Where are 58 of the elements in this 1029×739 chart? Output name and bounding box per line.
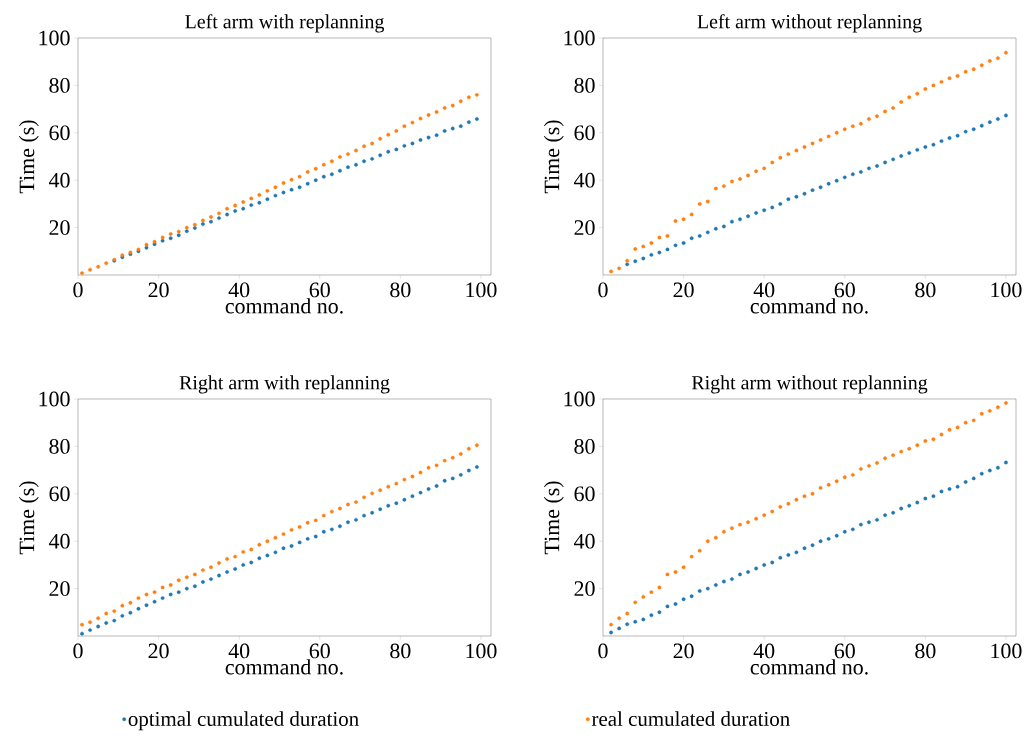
y-tick-label: 60 bbox=[49, 486, 70, 502]
x-axis-title: command no. bbox=[750, 659, 868, 675]
x-tick-label: 80 bbox=[915, 643, 936, 659]
y-tick-label: 20 bbox=[49, 581, 70, 596]
y-tick-label: 40 bbox=[573, 533, 595, 549]
chart-title: Left arm without replanning bbox=[697, 14, 922, 33]
chart-title: Right arm without replanning bbox=[691, 375, 928, 394]
chart-title: Right arm with replanning bbox=[179, 375, 390, 394]
x-tick-label: 20 bbox=[673, 643, 694, 659]
y-tick-label: 20 bbox=[49, 220, 70, 235]
x-tick-label: 100 bbox=[991, 282, 1022, 298]
y-tick-label: 20 bbox=[574, 220, 595, 235]
y-tick-label: 100 bbox=[39, 391, 70, 407]
legend-label: real cumulated duration bbox=[591, 711, 790, 727]
x-tick-label: 40 bbox=[753, 643, 775, 659]
x-tick-label: 20 bbox=[673, 282, 694, 298]
x-tick-label: 40 bbox=[753, 282, 775, 298]
chart-title: Left arm with replanning bbox=[185, 14, 385, 33]
x-tick-label: 0 bbox=[73, 282, 83, 298]
y-tick-label: 80 bbox=[49, 439, 70, 454]
y-tick-label: 40 bbox=[48, 172, 70, 188]
x-axis-title: command no. bbox=[750, 298, 868, 314]
y-tick-label: 80 bbox=[574, 78, 595, 93]
x-tick-label: 80 bbox=[915, 282, 936, 298]
x-tick-label: 80 bbox=[390, 282, 411, 298]
x-tick-label: 100 bbox=[466, 282, 497, 298]
y-tick-label: 80 bbox=[49, 78, 70, 93]
y-axis-title: Time (s) bbox=[543, 481, 564, 555]
x-tick-label: 60 bbox=[834, 282, 855, 298]
y-tick-label: 40 bbox=[48, 533, 70, 549]
x-tick-label: 0 bbox=[73, 643, 83, 659]
y-tick-label: 100 bbox=[564, 391, 595, 407]
y-tick-label: 80 bbox=[574, 439, 595, 454]
x-tick-label: 0 bbox=[598, 282, 608, 298]
x-tick-label: 40 bbox=[228, 643, 250, 659]
y-axis-title: Time (s) bbox=[18, 120, 39, 194]
y-axis-title: Time (s) bbox=[18, 481, 39, 555]
y-tick-label: 60 bbox=[574, 486, 595, 502]
y-tick-label: 100 bbox=[39, 30, 70, 46]
x-tick-label: 20 bbox=[148, 282, 169, 298]
x-tick-label: 100 bbox=[991, 643, 1022, 659]
y-tick-label: 20 bbox=[574, 581, 595, 596]
x-tick-label: 0 bbox=[598, 643, 608, 659]
x-axis-title: command no. bbox=[225, 659, 343, 675]
x-tick-label: 40 bbox=[228, 282, 250, 298]
x-tick-label: 60 bbox=[309, 643, 330, 659]
legend-label: optimal cumulated duration bbox=[128, 711, 359, 731]
x-tick-label: 60 bbox=[309, 282, 330, 298]
y-axis-title: Time (s) bbox=[543, 120, 564, 194]
x-tick-label: 60 bbox=[834, 643, 855, 659]
x-axis-title: command no. bbox=[225, 298, 343, 314]
y-tick-label: 100 bbox=[564, 30, 595, 46]
x-tick-label: 20 bbox=[148, 643, 169, 659]
x-tick-label: 80 bbox=[390, 643, 411, 659]
x-tick-label: 100 bbox=[466, 643, 497, 659]
y-tick-label: 60 bbox=[574, 125, 595, 141]
y-tick-label: 60 bbox=[49, 125, 70, 141]
y-tick-label: 40 bbox=[573, 172, 595, 188]
